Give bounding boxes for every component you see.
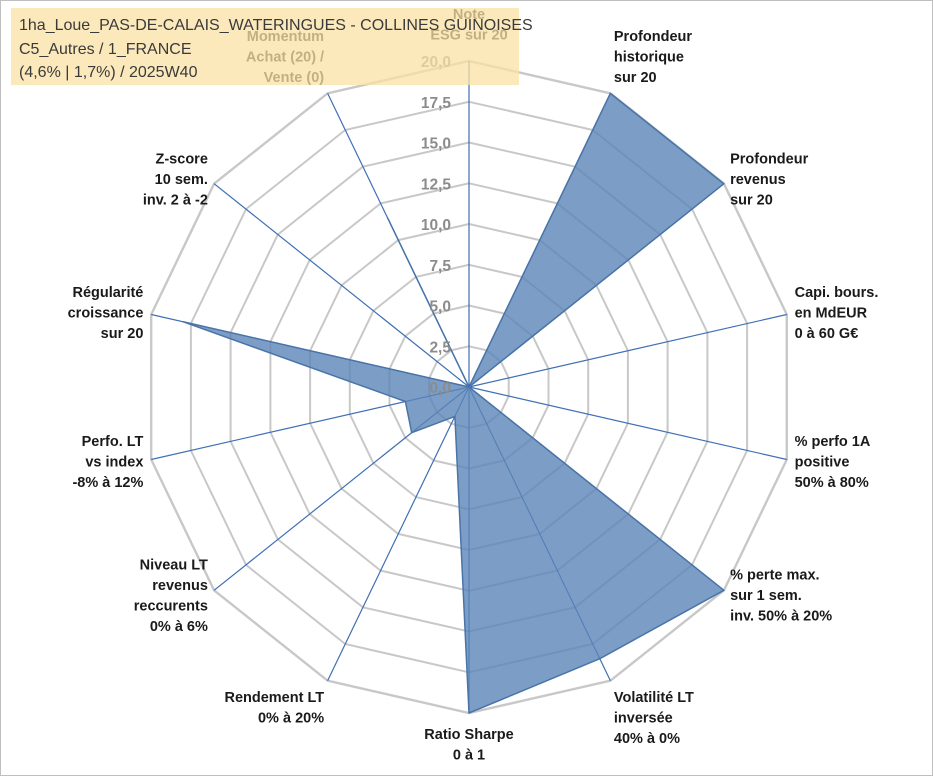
tick-label: 15,0 bbox=[421, 136, 451, 153]
tick-label: 17,5 bbox=[421, 95, 452, 112]
tick-label: 12,5 bbox=[421, 176, 452, 193]
tick-label: 7,5 bbox=[429, 258, 451, 275]
axis-spoke bbox=[327, 386, 470, 681]
tick-labels: 0,02,55,07,510,012,515,017,520,0 bbox=[421, 54, 452, 397]
axis-label: Profondeur revenus sur 20 bbox=[730, 151, 808, 208]
axis-label: Niveau LT revenus reccurents 0% à 6% bbox=[134, 558, 208, 636]
tick-label: 10,0 bbox=[421, 217, 451, 234]
axis-spoke bbox=[213, 183, 470, 388]
axis-label: % perfo 1A positive 50% à 80% bbox=[795, 434, 871, 491]
axis-spoke bbox=[468, 313, 787, 388]
chart-title-line-2: C5_Autres / 1_FRANCE bbox=[19, 41, 192, 58]
tick-label: 0,0 bbox=[429, 380, 451, 397]
tick-label: 5,0 bbox=[429, 299, 451, 316]
series-area bbox=[182, 92, 725, 714]
axis-label: Capi. bours. en MdEUR 0 à 60 G€ bbox=[795, 285, 879, 342]
chart-title-line-1: 1ha_Loue_PAS-DE-CALAIS_WATERINGUES - COL… bbox=[19, 17, 533, 34]
axis-spoke bbox=[468, 386, 787, 461]
axis-label: Rendement LT 0% à 20% bbox=[224, 690, 324, 727]
axis-label: Z-score 10 sem. inv. 2 à -2 bbox=[143, 151, 208, 208]
tick-label: 2,5 bbox=[429, 339, 451, 356]
axis-label: Ratio Sharpe 0 à 1 bbox=[424, 727, 513, 764]
axis-label: Profondeur historique sur 20 bbox=[614, 29, 692, 86]
axis-label: Régularité croissance sur 20 bbox=[68, 285, 144, 342]
axis-label: % perte max. sur 1 sem. inv. 50% à 20% bbox=[730, 568, 832, 625]
axis-label: Volatilité LT inversée 40% à 0% bbox=[614, 690, 694, 747]
data-series bbox=[182, 92, 725, 714]
chart-title-line-3: (4,6% | 1,7%) / 2025W40 bbox=[19, 64, 198, 81]
chart-title-box: 1ha_Loue_PAS-DE-CALAIS_WATERINGUES - COL… bbox=[11, 8, 533, 85]
axis-label: Perfo. LT vs index -8% à 12% bbox=[72, 434, 143, 491]
axis-labels: NoteESG sur 20Profondeurhistoriquesur 20… bbox=[68, 7, 879, 764]
